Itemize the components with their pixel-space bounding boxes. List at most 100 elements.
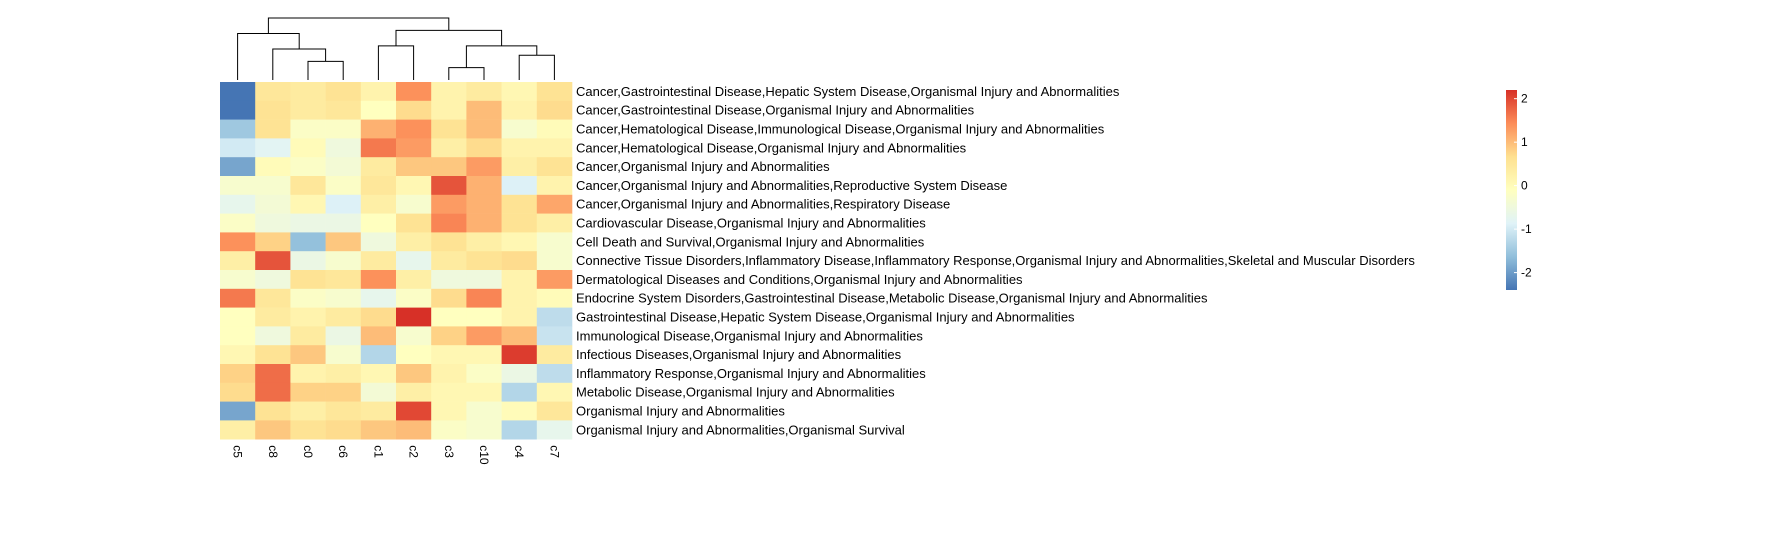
row-label: Cancer,Hematological Disease,Organismal … [576,140,967,155]
heatmap-cell [396,176,432,196]
heatmap-cell [396,345,432,365]
heatmap-cell [360,138,397,158]
heatmap-cell [255,251,291,271]
heatmap-cell [501,420,538,440]
heatmap-cell [290,194,326,214]
heatmap-cell [220,307,256,327]
heatmap-cell [466,213,502,233]
heatmap-cell [501,401,538,421]
heatmap-cell [396,326,432,346]
row-label: Cancer,Organismal Injury and Abnormaliti… [576,159,830,174]
heatmap-cell [255,270,291,290]
heatmap-cell [431,119,467,139]
row-label: Infectious Diseases,Organismal Injury an… [576,347,902,362]
dendrogram-branch [465,45,538,68]
heatmap-cell [501,82,538,102]
column-label: c7 [547,445,561,458]
column-label: c6 [336,445,350,458]
legend-tick-label: 1 [1521,135,1528,149]
heatmap-cell [290,176,326,196]
heatmap-cell [466,138,502,158]
heatmap-cell [360,176,397,196]
heatmap-cell [466,194,502,214]
heatmap-cell [396,270,432,290]
heatmap-cell [536,345,573,365]
heatmap-cell [536,420,573,440]
heatmap-cell [325,232,362,252]
heatmap-cells [220,82,573,440]
heatmap-cell [290,364,326,384]
heatmap-cell [431,345,467,365]
heatmap-cell [325,307,362,327]
heatmap-cell [290,100,326,120]
heatmap-cell [220,157,256,177]
heatmap-cell [220,82,256,102]
heatmap-cell [431,270,467,290]
heatmap-cell [536,326,573,346]
heatmap-cell [466,119,502,139]
heatmap-cell [501,119,538,139]
heatmap-cell [501,307,538,327]
heatmap-cell [396,420,432,440]
column-labels: c5 c8 c0 c6 c1 c2 c3 c10 c4 c7 [231,445,562,465]
heatmap-cell [466,232,502,252]
heatmap-cell [536,382,573,402]
column-label: c10 [477,445,491,465]
legend-tick-label: 2 [1521,92,1528,106]
heatmap-cell [431,100,467,120]
heatmap-cell [360,157,397,177]
heatmap-cell [220,232,256,252]
row-label: Dermatological Diseases and Conditions,O… [576,272,1023,287]
row-label: Immunological Disease,Organismal Injury … [576,328,923,343]
heatmap-cell [360,382,397,402]
heatmap-cell [325,119,362,139]
heatmap-cell [360,232,397,252]
heatmap-cell [360,213,397,233]
heatmap-cell [325,82,362,102]
row-label: Cancer,Organismal Injury and Abnormaliti… [576,178,1007,193]
row-label: Cancer,Gastrointestinal Disease,Organism… [576,103,975,118]
heatmap-cell [220,176,256,196]
heatmap-cell [360,326,397,346]
heatmap-cell [325,364,362,384]
heatmap-cell [290,307,326,327]
heatmap-cell [290,232,326,252]
heatmap-cell [220,420,256,440]
heatmap-cell [360,364,397,384]
heatmap-cell [220,401,256,421]
heatmap-cell [536,213,573,233]
heatmap-cell [501,232,538,252]
row-label: Gastrointestinal Disease,Hepatic System … [576,310,1075,325]
heatmap-cell [255,100,291,120]
legend-tick-label: -2 [1521,266,1532,280]
row-label: Organismal Injury and Abnormalities [576,404,785,419]
heatmap-cell [431,194,467,214]
heatmap-cell [536,157,573,177]
heatmap-cell [396,157,432,177]
heatmap-cell [255,326,291,346]
heatmap-cell [220,194,256,214]
heatmap-cell [466,157,502,177]
dendrogram-branch [518,54,555,80]
heatmap-cell [220,213,256,233]
heatmap-cell [501,138,538,158]
heatmap-cell [536,251,573,271]
heatmap-cell [220,138,256,158]
heatmap-cell [220,270,256,290]
heatmap-cell [290,326,326,346]
heatmap-cell [255,176,291,196]
row-labels: Cancer,Gastrointestinal Disease,Hepatic … [576,84,1415,437]
heatmap-cell [536,364,573,384]
heatmap-cell [466,176,502,196]
heatmap-cell [325,401,362,421]
heatmap-cell [396,401,432,421]
heatmap-cell [396,194,432,214]
heatmap-cell [396,232,432,252]
heatmap-cell [396,364,432,384]
heatmap-cell [360,194,397,214]
row-label: Endocrine System Disorders,Gastrointesti… [576,291,1208,306]
row-label: Organismal Injury and Abnormalities,Orga… [576,422,905,437]
heatmap-cell [360,270,397,290]
color-legend: 2 1 0 -1 -2 [1506,90,1532,290]
